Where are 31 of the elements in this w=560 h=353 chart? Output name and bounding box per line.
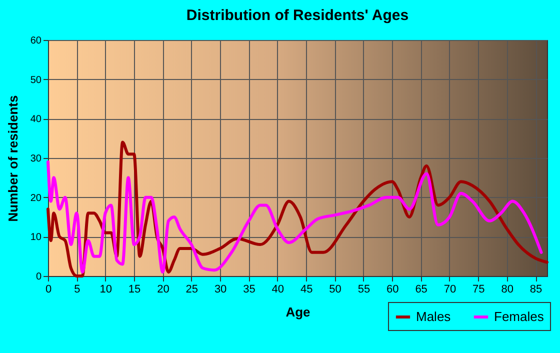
x-tick-label: 65 xyxy=(415,284,428,296)
x-tick-label: 10 xyxy=(100,284,112,296)
y-tick-label: 30 xyxy=(30,154,42,164)
y-tick-label: 10 xyxy=(30,232,42,244)
y-tick-label: 60 xyxy=(30,36,42,46)
x-tick-label: 40 xyxy=(272,284,284,296)
legend-label: Males xyxy=(416,309,452,324)
x-tick-label: 30 xyxy=(214,284,227,296)
chart-title: Distribution of Residents' Ages xyxy=(186,7,409,24)
y-tick-label: 40 xyxy=(30,114,42,126)
x-tick-label: 35 xyxy=(243,284,256,296)
y-tick-label: 50 xyxy=(30,74,42,86)
x-tick-label: 45 xyxy=(300,284,313,296)
line-series xyxy=(46,160,543,274)
x-tick-label: 50 xyxy=(329,284,342,296)
x-tick-label: 20 xyxy=(157,284,170,296)
x-tick-label: 80 xyxy=(501,284,514,296)
x-tick-label: 0 xyxy=(45,284,52,296)
x-tick-label: 55 xyxy=(358,284,370,296)
x-tick-label: 70 xyxy=(444,284,456,296)
y-tick-label: 20 xyxy=(30,192,42,204)
x-tick-label: 75 xyxy=(472,284,485,296)
x-tick-label: 60 xyxy=(386,284,399,296)
x-axis-title: Age xyxy=(286,304,310,320)
y-axis-title: Number of residents xyxy=(5,95,20,222)
y-tick-label: 0 xyxy=(36,272,42,282)
x-tick-label: 85 xyxy=(530,284,542,296)
x-tick-label: 5 xyxy=(74,284,80,296)
x-tick-label: 25 xyxy=(186,284,198,296)
x-tick-label: 15 xyxy=(128,284,141,296)
legend-label: Females xyxy=(494,309,544,324)
